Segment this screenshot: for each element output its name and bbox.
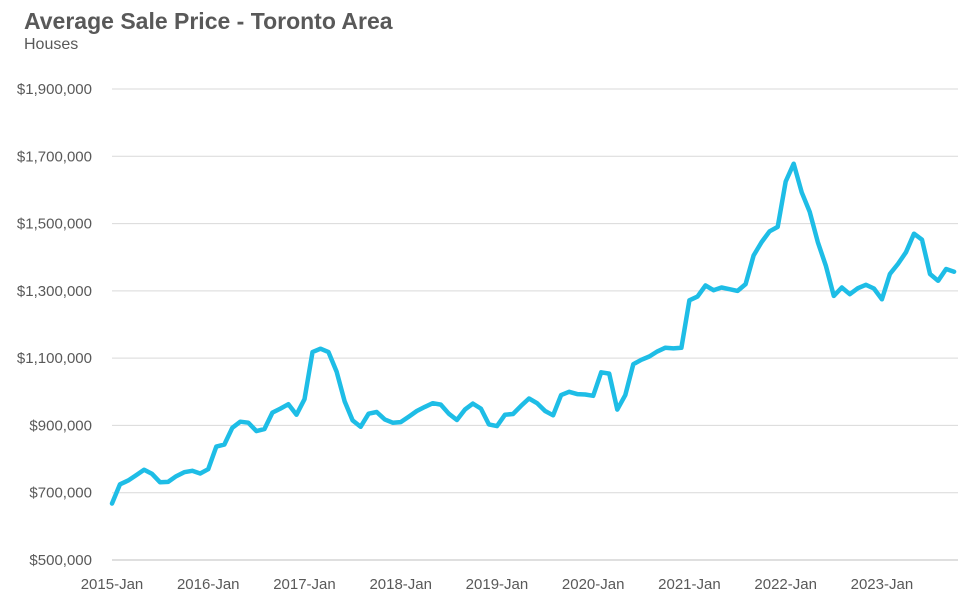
y-axis: $500,000 $700,000 $900,000 $1,100,000 $1,300… xyxy=(17,81,92,569)
x-tick-label: 2022-Jan xyxy=(754,576,817,593)
series-line xyxy=(109,161,957,506)
y-tick-label: $1,900,000 xyxy=(17,81,92,98)
x-tick-label: 2020-Jan xyxy=(562,576,625,593)
series-group xyxy=(109,161,957,506)
chart-title: Average Sale Price - Toronto Area xyxy=(24,8,393,34)
x-tick-label: 2021-Jan xyxy=(658,576,721,593)
y-tick-label: $1,100,000 xyxy=(17,350,92,367)
x-tick-label: 2016-Jan xyxy=(177,576,240,593)
y-tick-label: $700,000 xyxy=(29,485,92,502)
gridlines xyxy=(112,88,958,561)
y-tick-label: $900,000 xyxy=(29,417,92,434)
x-axis: 2015-Jan 2016-Jan 2017-Jan 2018-Jan 2019-Jan… xyxy=(81,576,913,593)
x-tick-label: 2019-Jan xyxy=(466,576,529,593)
y-tick-label: $1,500,000 xyxy=(17,216,92,233)
x-tick-label: 2015-Jan xyxy=(81,576,144,593)
chart-subtitle: Houses xyxy=(24,36,79,53)
x-tick-label: 2018-Jan xyxy=(369,576,432,593)
y-tick-label: $500,000 xyxy=(29,552,92,569)
x-tick-label: 2017-Jan xyxy=(273,576,336,593)
y-tick-label: $1,300,000 xyxy=(17,283,92,300)
y-tick-label: $1,700,000 xyxy=(17,148,92,165)
x-tick-label: 2023-Jan xyxy=(851,576,914,593)
